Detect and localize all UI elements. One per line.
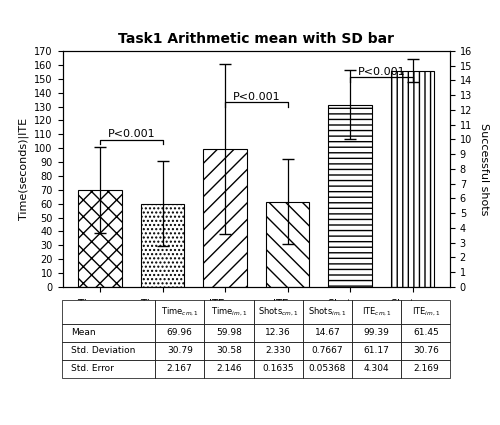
Bar (390, 71, 434, 287)
Text: P<0.001: P<0.001 (108, 129, 155, 139)
Title: Task1 Arithmetic mean with SD bar: Task1 Arithmetic mean with SD bar (118, 32, 394, 45)
Bar (328, 105, 372, 287)
Bar (140, 204, 184, 287)
Y-axis label: Successful shots: Successful shots (479, 123, 489, 215)
Text: P<0.001: P<0.001 (232, 92, 280, 102)
Bar (78, 190, 122, 287)
Text: P<0.001: P<0.001 (358, 67, 405, 76)
Bar (266, 202, 310, 287)
Y-axis label: Time(seconds)|ITE: Time(seconds)|ITE (18, 118, 28, 220)
Bar (203, 149, 247, 287)
